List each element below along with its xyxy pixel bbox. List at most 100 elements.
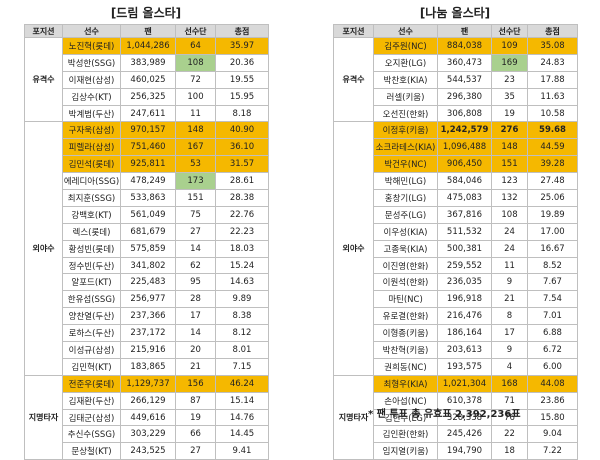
fan-votes-cell: 884,038: [437, 37, 492, 55]
team-votes-cell: 123: [491, 172, 528, 191]
player-cell: 홍창기(LG): [373, 189, 438, 207]
player-cell: 강백호(KT): [62, 205, 121, 224]
player-cell: 김상수(KT): [62, 87, 121, 106]
total-score-cell: 11.63: [527, 87, 578, 106]
fan-votes-cell: 259,552: [437, 256, 492, 275]
table-row: 유격수 노진혁(롯데) 1,044,286 64 35.97: [24, 36, 269, 123]
team-votes-cell: 23: [491, 70, 528, 89]
total-score-cell: 25.06: [527, 189, 578, 207]
player-cell: 피렐라(삼성): [62, 138, 121, 157]
team-votes-cell: 14: [175, 239, 216, 258]
table-row: 이재현(삼성) 460,025 72 19.55: [25, 70, 269, 89]
total-score-cell: 8.01: [215, 341, 269, 359]
fan-votes-cell: 751,460: [120, 138, 176, 157]
player-cell: 이정후(키움): [373, 121, 438, 140]
total-score-cell: 20.36: [215, 53, 269, 72]
team-votes-cell: 109: [491, 37, 528, 55]
fan-votes-cell: 475,083: [437, 189, 492, 207]
team-votes-cell: 66: [175, 425, 216, 444]
team-votes-cell: 35: [491, 87, 528, 106]
table-row: 렉스(롯데) 681,679 27 22.23: [25, 222, 269, 241]
header-team: 선수단: [491, 24, 528, 38]
fan-votes-cell: 256,325: [120, 87, 176, 106]
table-row: 이우성(KIA) 511,532 24 17.00: [334, 222, 578, 241]
table-row: 피렐라(삼성) 751,460 167 36.10: [25, 138, 269, 157]
fan-votes-cell: 360,473: [437, 53, 492, 72]
total-score-cell: 10.58: [527, 104, 578, 123]
fan-votes-cell: 584,046: [437, 172, 492, 191]
total-score-cell: 35.08: [527, 37, 578, 55]
fan-votes-cell: 1,044,286: [120, 37, 176, 55]
total-score-cell: 6.88: [527, 324, 578, 343]
player-cell: 고종욱(KIA): [373, 239, 438, 258]
player-cell: 최형우(KIA): [373, 374, 438, 393]
table-row: 박찬혁(키움) 203,613 9 6.72: [334, 341, 578, 359]
player-cell: 김민석(롯데): [62, 155, 121, 174]
position-cell: 외야수: [24, 121, 63, 376]
total-score-cell: 18.03: [215, 239, 269, 258]
player-cell: 문상철(KT): [62, 442, 121, 460]
team-votes-cell: 19: [175, 408, 216, 427]
player-cell: 추신수(SSG): [62, 425, 121, 444]
player-cell: 러셀(키움): [373, 87, 438, 106]
table-row: 고종욱(KIA) 500,381 24 16.67: [334, 239, 578, 258]
total-score-cell: 28.38: [215, 189, 269, 207]
table-row: 손아섭(NC) 610,378 71 23.86: [334, 391, 578, 410]
player-cell: 김태군(삼성): [62, 408, 121, 427]
fan-votes-cell: 533,863: [120, 189, 176, 207]
total-score-cell: 7.22: [527, 442, 578, 460]
team-votes-cell: 62: [175, 256, 216, 275]
fan-votes-cell: 194,790: [437, 442, 492, 460]
team-votes-cell: 72: [175, 70, 216, 89]
total-score-cell: 17.88: [527, 70, 578, 89]
fan-votes-cell: 367,816: [437, 205, 492, 224]
total-score-cell: 28.61: [215, 172, 269, 191]
fan-votes-cell: 925,811: [120, 155, 176, 174]
player-cell: 권희동(NC): [373, 357, 438, 376]
player-cell: 최지훈(SSG): [62, 189, 121, 207]
fan-votes-cell: 216,476: [437, 307, 492, 326]
total-score-cell: 8.12: [215, 324, 269, 343]
footnote: * 팬 투표 총 유효표 2,392,236표: [368, 409, 521, 420]
fan-votes-cell: 266,129: [120, 391, 176, 410]
total-score-cell: 44.08: [527, 374, 578, 393]
header-player: 선수: [62, 24, 121, 38]
team-votes-cell: 9: [491, 341, 528, 359]
total-score-cell: 22.76: [215, 205, 269, 224]
player-cell: 렉스(롯데): [62, 222, 121, 241]
player-cell: 김재환(두산): [62, 391, 121, 410]
header-position: 포지션: [333, 24, 374, 38]
header-position: 포지션: [24, 24, 63, 38]
fan-votes-cell: 245,426: [437, 425, 492, 444]
player-cell: 양찬열(두산): [62, 307, 121, 326]
fan-votes-cell: 237,366: [120, 307, 176, 326]
player-cell: 박성한(SSG): [62, 53, 121, 72]
table-row: 박성한(SSG) 383,989 108 20.36: [25, 53, 269, 72]
fan-votes-cell: 196,918: [437, 290, 492, 309]
table-row: 김재환(두산) 266,129 87 15.14: [25, 391, 269, 410]
team-votes-cell: 4: [491, 357, 528, 376]
total-score-cell: 7.15: [215, 357, 269, 376]
player-cell: 유로결(한화): [373, 307, 438, 326]
total-score-cell: 7.67: [527, 273, 578, 292]
team-votes-cell: 169: [491, 53, 528, 72]
nanum-allstar-title: [나눔 올스타]: [419, 6, 491, 20]
fan-votes-cell: 449,616: [120, 408, 176, 427]
table-header-row: 포지션 선수 팬 선수단 총점: [333, 24, 578, 38]
fan-votes-cell: 1,129,737: [120, 374, 176, 393]
team-votes-cell: 21: [175, 357, 216, 376]
player-cell: 정수빈(두산): [62, 256, 121, 275]
total-score-cell: 7.54: [527, 290, 578, 309]
player-cell: 전준우(롯데): [62, 374, 121, 393]
total-score-cell: 8.18: [215, 104, 269, 123]
team-votes-cell: 22: [491, 425, 528, 444]
player-cell: 김주원(NC): [373, 37, 438, 55]
player-cell: 노진혁(롯데): [62, 37, 121, 55]
header-total: 총점: [215, 24, 269, 38]
fan-votes-cell: 970,157: [120, 121, 176, 140]
player-cell: 임지열(키움): [373, 442, 438, 460]
player-cell: 이형종(키움): [373, 324, 438, 343]
total-score-cell: 8.52: [527, 256, 578, 275]
table-row: 박건우(NC) 906,450 151 39.28: [334, 155, 578, 174]
team-votes-cell: 168: [491, 374, 528, 393]
